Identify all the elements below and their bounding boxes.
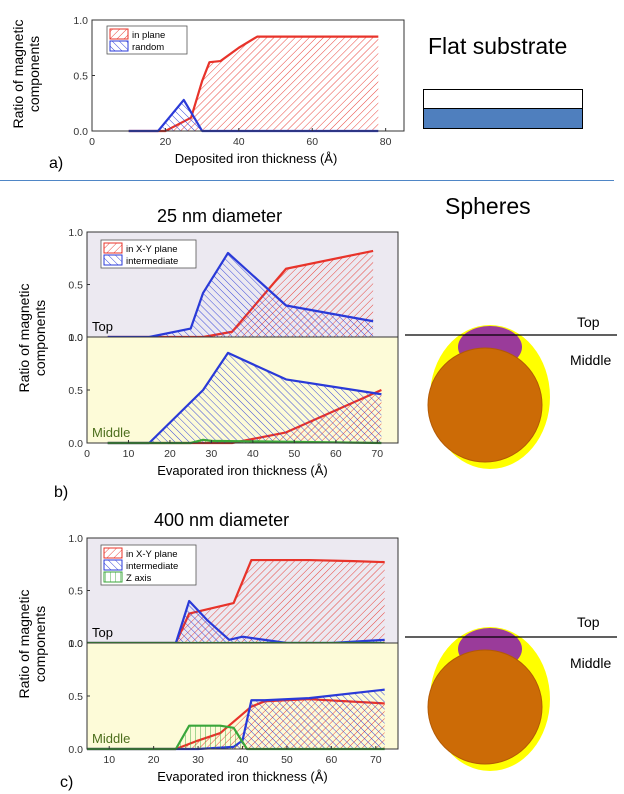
ytick-label: 1.0 [68, 332, 83, 344]
panel-a-title: Flat substrate [428, 33, 568, 59]
xtick-label: 40 [247, 448, 259, 460]
xtick-label: 60 [306, 136, 318, 148]
ytick-label: 0.0 [68, 638, 83, 650]
x-axis-label: Evaporated iron thickness (Å) [157, 463, 328, 478]
legend-label: intermediate [126, 561, 178, 572]
legend-swatch [103, 559, 123, 571]
panel-b-title: 25 nm diameter [157, 206, 283, 226]
area-random [128, 99, 379, 131]
region-label: Top [92, 319, 113, 334]
legend-label: Z axis [126, 573, 152, 584]
xtick-label: 50 [288, 448, 300, 460]
legend-swatch [103, 254, 123, 266]
xtick-label: 70 [371, 448, 383, 460]
ytick-label: 0.5 [68, 280, 83, 292]
legend-label: random [132, 42, 164, 53]
xtick-label: 60 [330, 448, 342, 460]
panel-b-letter: b) [54, 484, 69, 501]
xtick-label: 30 [206, 448, 218, 460]
sphere-core [427, 649, 543, 765]
ytick-label: 0.0 [73, 126, 88, 138]
xtick-label: 30 [192, 754, 204, 766]
xtick-label: 40 [237, 754, 249, 766]
ytick-label: 1.0 [68, 638, 83, 650]
xtick-label: 0 [89, 136, 95, 148]
sphere-diagram-c: Top Middle [405, 614, 617, 771]
sphere-diagram-b: Top Middle [405, 315, 617, 469]
diagram-top-label: Top [577, 315, 600, 330]
legend-swatch [103, 571, 123, 583]
legend-label: in plane [132, 30, 165, 41]
legend-swatch [109, 28, 129, 40]
xtick-label: 10 [103, 754, 115, 766]
legend-swatch [103, 547, 123, 559]
area-in-x-y-plane [87, 560, 385, 643]
xtick-label: 0 [84, 448, 90, 460]
area-z-axis [87, 725, 385, 749]
xtick-label: 10 [123, 448, 135, 460]
diagram-middle-label: Middle [570, 352, 611, 368]
diagram-top-label: Top [577, 614, 600, 630]
substrate-top-layer [423, 89, 583, 109]
substrate-diagram [423, 89, 583, 129]
substrate-base-layer [423, 109, 583, 129]
region-label: Top [92, 625, 113, 640]
panel-c-title: 400 nm diameter [154, 510, 290, 530]
legend-label: intermediate [126, 256, 178, 267]
area-in-plane [128, 36, 379, 131]
xtick-label: 20 [148, 754, 160, 766]
xtick-label: 40 [233, 136, 245, 148]
xtick-label: 60 [326, 754, 338, 766]
legend-swatch [103, 242, 123, 254]
ytick-label: 0.0 [68, 744, 83, 756]
ytick-label: 0.5 [68, 385, 83, 397]
area-intermediate [107, 352, 382, 443]
ytick-label: 0.5 [68, 586, 83, 598]
xtick-label: 20 [164, 448, 176, 460]
ytick-label: 0.5 [73, 71, 88, 83]
panel-a-letter: a) [49, 155, 64, 172]
x-axis-label: Deposited iron thickness (Å) [175, 151, 338, 166]
ytick-label: 1.0 [68, 533, 83, 545]
diagram-middle-label: Middle [570, 655, 611, 671]
ytick-label: 1.0 [73, 15, 88, 27]
area-intermediate [107, 253, 374, 337]
xtick-label: 80 [380, 136, 392, 148]
xtick-label: 70 [370, 754, 382, 766]
section-divider [0, 180, 614, 181]
ytick-label: 1.0 [68, 227, 83, 239]
sphere-core [427, 347, 543, 463]
panel-c-letter: c) [60, 774, 74, 791]
ytick-label: 0.0 [68, 438, 83, 450]
region-label: Middle [92, 425, 130, 440]
area-intermediate [87, 689, 385, 749]
xtick-label: 20 [160, 136, 172, 148]
legend-swatch [109, 40, 129, 52]
ytick-label: 0.5 [68, 691, 83, 703]
x-axis-label: Evaporated iron thickness (Å) [157, 769, 328, 784]
legend-label: in X-Y plane [126, 244, 178, 255]
xtick-label: 50 [281, 754, 293, 766]
chart-b: 0.00.51.0in X-Y planeintermediateTop0.00… [68, 227, 399, 478]
legend-label: in X-Y plane [126, 549, 178, 560]
region-label: Middle [92, 731, 130, 746]
spheres-title: Spheres [445, 193, 531, 219]
ytick-label: 0.0 [68, 332, 83, 344]
chart-a: 0.0 0.5 1.0 0 20 40 60 80 Deposited iron thickne… [73, 15, 405, 166]
